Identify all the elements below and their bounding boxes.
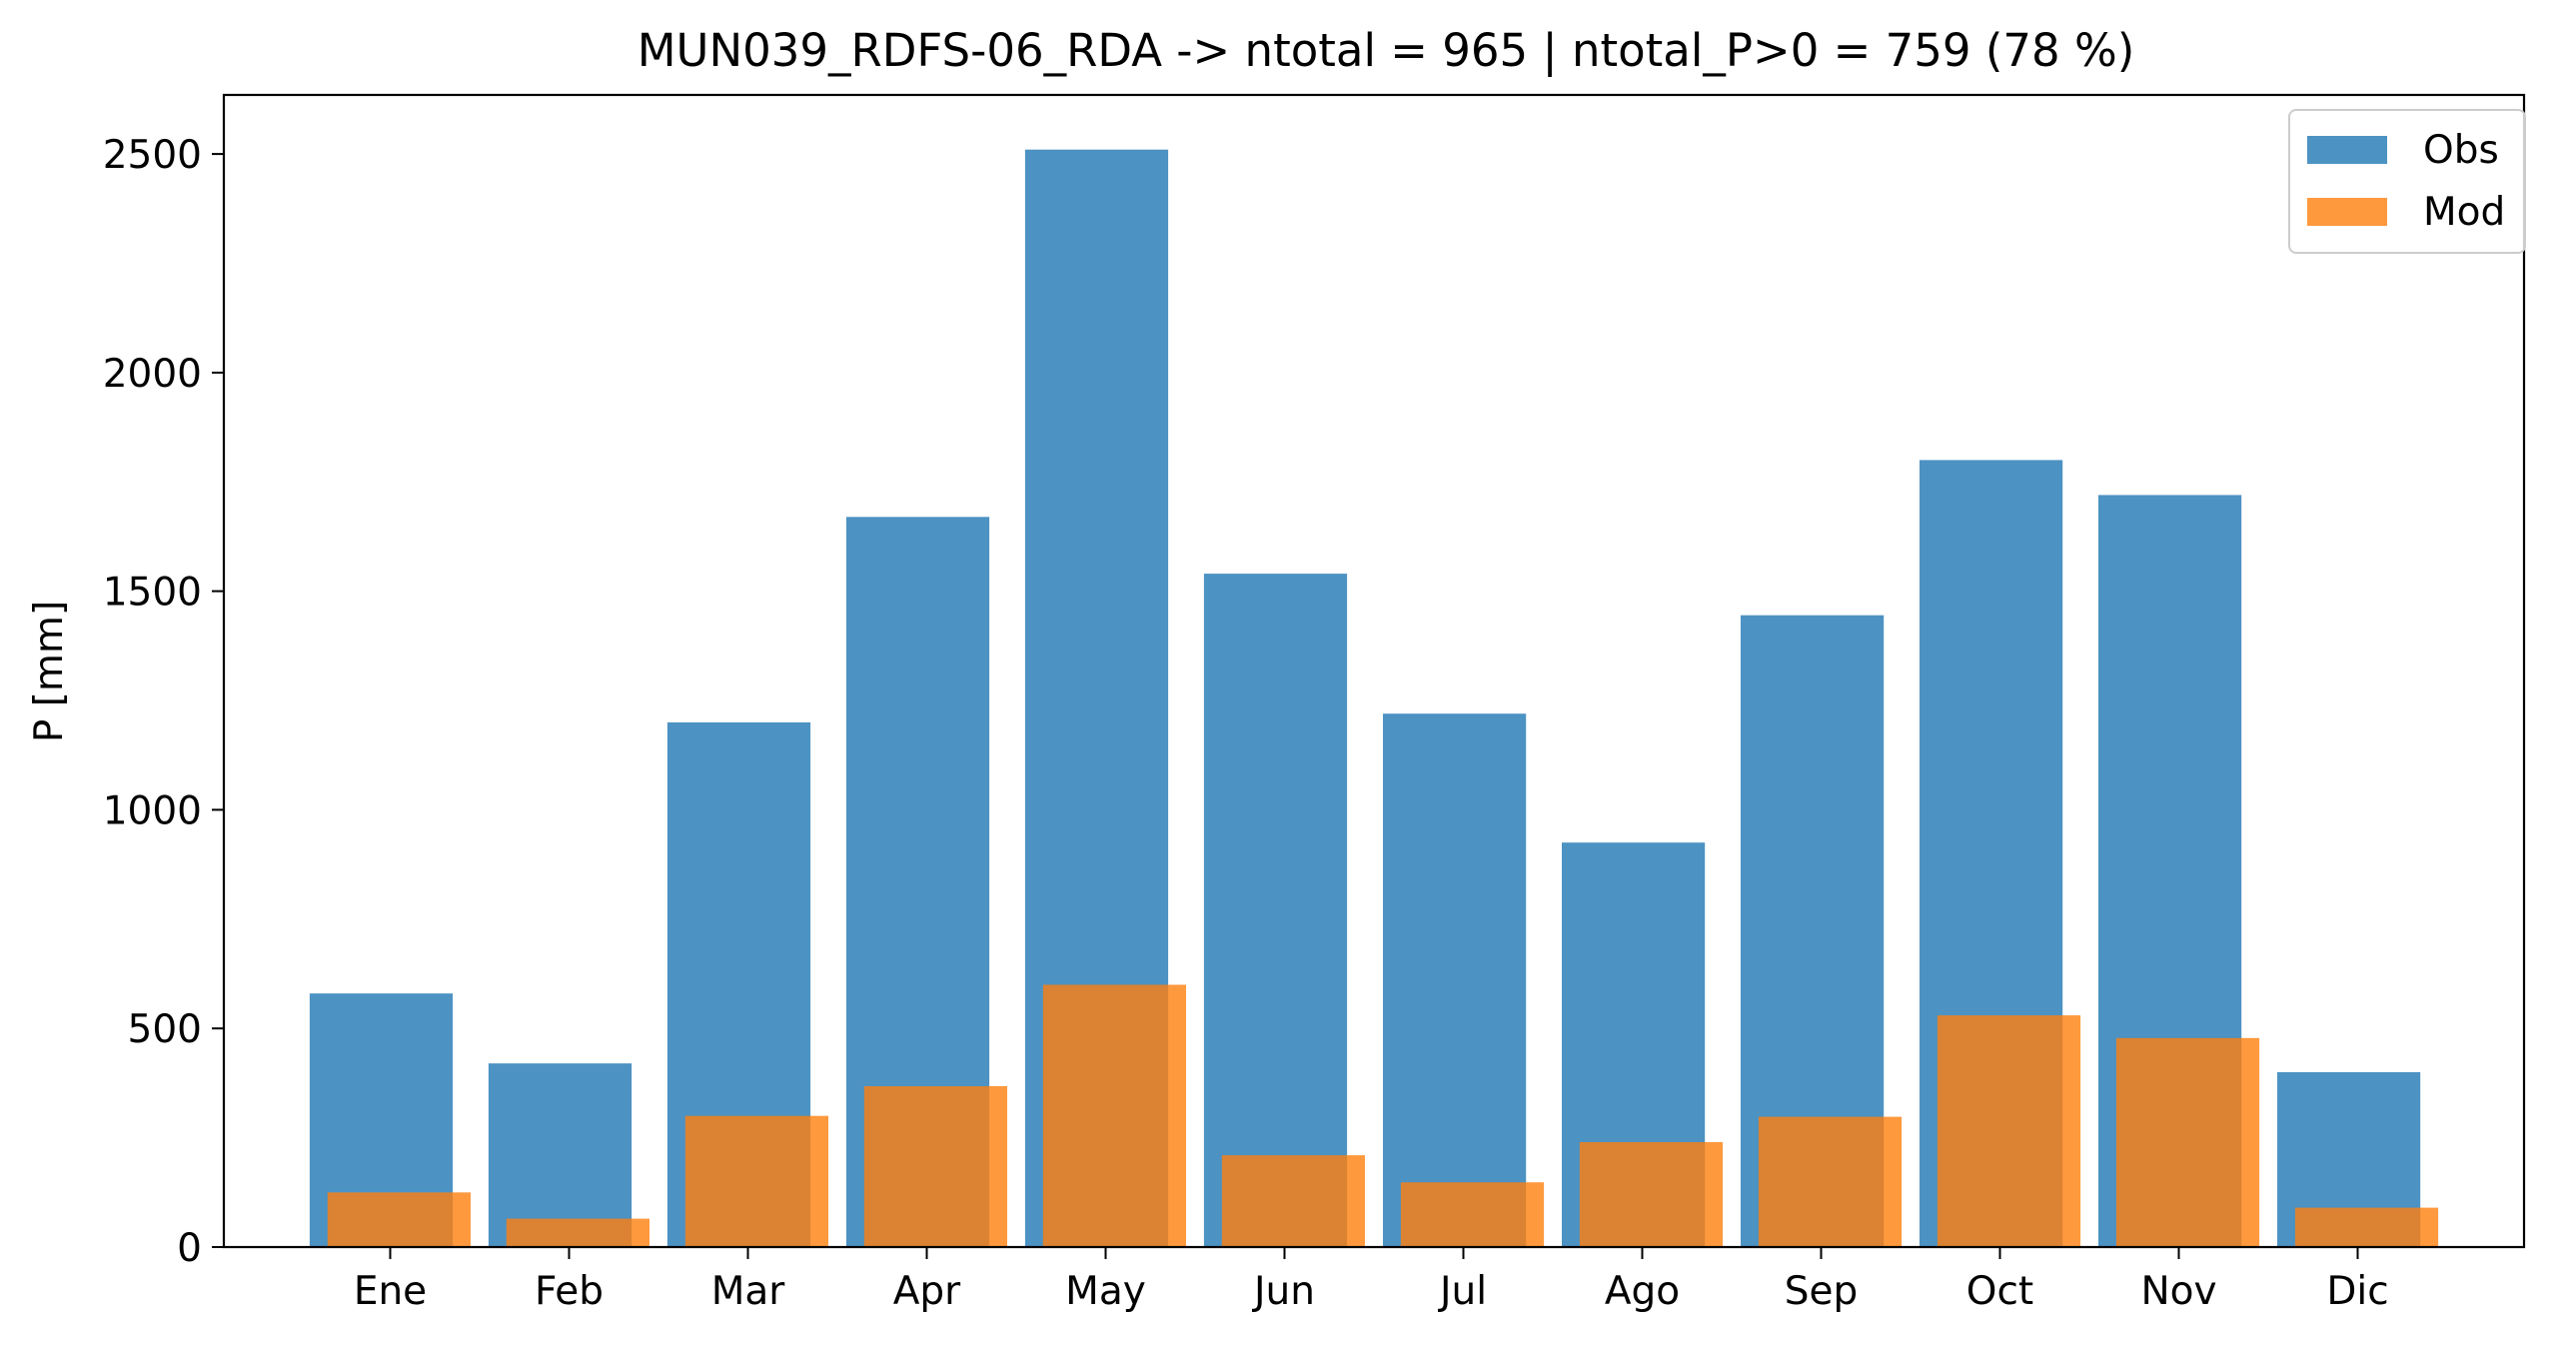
bar-mod-jul xyxy=(1400,1182,1545,1247)
y-tick-label: 1000 xyxy=(103,788,202,833)
bar-obs-jul xyxy=(1383,713,1527,1247)
bars-layer xyxy=(309,149,2439,1248)
x-tick-label-sep: Sep xyxy=(1785,1269,1859,1314)
x-tick-label-apr: Apr xyxy=(893,1269,961,1314)
x-tick-label-feb: Feb xyxy=(535,1269,604,1314)
x-tick-label-ago: Ago xyxy=(1605,1269,1680,1314)
bar-mod-may xyxy=(1042,984,1186,1247)
bar-obs-feb xyxy=(488,1063,633,1247)
bar-mod-dic xyxy=(2294,1207,2439,1247)
x-tick-label-jun: Jun xyxy=(1251,1269,1315,1314)
bar-mod-ene xyxy=(327,1192,471,1247)
y-tick-label: 500 xyxy=(128,1007,202,1052)
bar-mod-ago xyxy=(1579,1142,1724,1247)
bar-mod-feb xyxy=(506,1218,649,1247)
y-tick-label: 2000 xyxy=(103,352,202,397)
legend-swatch-mod xyxy=(2307,198,2387,226)
legend-swatch-obs xyxy=(2307,136,2387,164)
y-axis-label: P [mm] xyxy=(27,601,72,742)
legend: Obs Mod xyxy=(2288,109,2526,254)
x-tick-label-nov: Nov xyxy=(2140,1269,2216,1314)
bar-mod-oct xyxy=(1936,1015,2081,1247)
bar-mod-nov xyxy=(2115,1037,2260,1247)
legend-label-mod: Mod xyxy=(2423,190,2505,235)
x-tick-label-dic: Dic xyxy=(2326,1269,2388,1314)
y-tick-label: 1500 xyxy=(103,571,202,616)
bar-mod-apr xyxy=(863,1086,1007,1247)
x-tick-label-mar: Mar xyxy=(711,1269,786,1314)
x-tick-label-may: May xyxy=(1065,1269,1146,1314)
bar-mod-mar xyxy=(684,1115,828,1247)
y-tick-label: 2500 xyxy=(103,133,202,178)
x-tick-label-ene: Ene xyxy=(354,1269,427,1314)
x-tick-label-oct: Oct xyxy=(1966,1269,2033,1314)
legend-label-obs: Obs xyxy=(2423,128,2499,173)
bar-mod-jun xyxy=(1221,1155,1365,1247)
y-tick-label: 0 xyxy=(177,1226,202,1271)
y-axis: 0 500 1000 1500 2000 2500 xyxy=(103,133,224,1271)
x-axis: Ene Feb Mar Apr May Jun Jul Ago Sep Oct Nov Dic xyxy=(354,1247,2389,1314)
plot-frame xyxy=(222,93,2526,1249)
bar-mod-sep xyxy=(1758,1116,1903,1247)
bar-obs-jun xyxy=(1203,574,1348,1247)
chart-title: MUN039_RDFS-06_RDA -> ntotal = 965 | nto… xyxy=(638,24,2135,77)
x-tick-label-jul: Jul xyxy=(1437,1269,1487,1314)
